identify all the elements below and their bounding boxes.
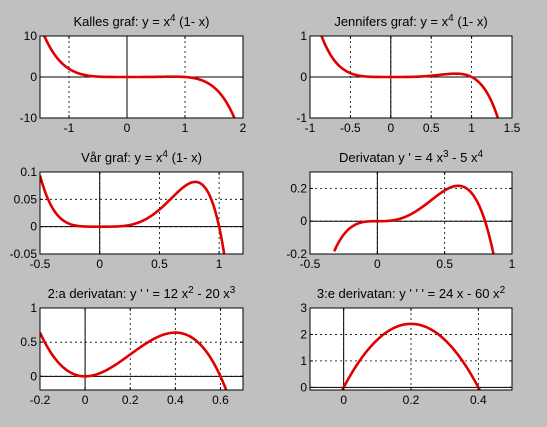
y-tick-label: 0 — [300, 380, 307, 394]
x-tick-label: 0 — [374, 257, 381, 271]
plot-area — [40, 308, 243, 390]
chart-2: -1 -0.5 0 0.5 1 1.5 -1 0 1 Jennifers graf: y = x4… — [296, 13, 520, 135]
series-line — [320, 36, 500, 118]
y-tick-label: 2 — [300, 327, 307, 341]
y-tick-label: 0 — [30, 220, 37, 234]
x-tick-label: 0 — [82, 393, 89, 407]
y-tick-label: 0.05 — [14, 192, 38, 206]
chart-title: Vår graf: y = x4 (1- x) — [81, 149, 202, 165]
x-tick-label: -0.5 — [30, 257, 51, 271]
plot-frame — [39, 171, 244, 255]
chart-title: Derivatan y ' = 4 x3 - 5 x4 — [339, 149, 483, 165]
series-line — [40, 175, 226, 254]
plot-frame — [309, 171, 513, 255]
y-tick-label: -1 — [296, 111, 307, 125]
x-tick-label: 0 — [96, 257, 103, 271]
x-tick-label: 0.4 — [167, 393, 184, 407]
y-tick-label: 3 — [300, 301, 307, 315]
plot-frame — [39, 307, 244, 391]
x-tick-label: 1 — [216, 257, 223, 271]
chart-5: -0.2 0 0.2 0.4 0.6 0 0.5 1 2:a derivatan: y ' ' … — [20, 285, 244, 407]
chart-6: 0 0.2 0.4 0 1 2 3 3:e derivatan: y ' ' ' = 24 x… — [300, 285, 513, 407]
y-tick-label: 1 — [30, 301, 37, 315]
x-tick-label: 0.2 — [403, 393, 420, 407]
plot-area — [40, 172, 243, 254]
chart-title: 3:e derivatan: y ' ' ' = 24 x - 60 x2 — [317, 285, 506, 301]
chart-title: Jennifers graf: y = x4 (1- x) — [334, 13, 487, 29]
y-tick-label: 0.2 — [290, 181, 307, 195]
x-tick-label: -0.5 — [300, 257, 321, 271]
y-tick-label: -0.05 — [10, 247, 38, 261]
x-tick-label: 0.5 — [436, 257, 453, 271]
series-line — [333, 184, 495, 254]
chart-3: -0.5 0 0.5 1 -0.05 0 0.05 0.1 Vår graf: y = x4 (… — [10, 149, 244, 271]
x-tick-label: 1 — [509, 257, 516, 271]
y-tick-label: 0.1 — [20, 165, 37, 179]
x-tick-label: 2 — [240, 121, 247, 135]
chart-4: -0.5 0 0.5 1 -0.2 0 0.2 Derivatan y ' = 4 x3 - … — [286, 149, 515, 271]
y-tick-label: 1 — [300, 29, 307, 43]
y-tick-label: -10 — [20, 111, 38, 125]
x-tick-label: 1 — [182, 121, 189, 135]
x-tick-label: 0 — [340, 393, 347, 407]
x-tick-label: -1 — [305, 121, 316, 135]
x-tick-label: 0 — [387, 121, 394, 135]
y-tick-label: 0 — [30, 369, 37, 383]
series-line — [341, 322, 481, 390]
x-tick-label: 1.5 — [504, 121, 521, 135]
y-tick-label: 0.5 — [20, 335, 37, 349]
y-tick-label: 10 — [24, 29, 38, 43]
y-tick-label: 0 — [300, 70, 307, 84]
x-tick-label: 0.5 — [151, 257, 168, 271]
chart-title: 2:a derivatan: y ' ' = 12 x2 - 20 x3 — [48, 285, 236, 301]
x-tick-label: -0.5 — [340, 121, 361, 135]
x-tick-label: -0.2 — [30, 393, 51, 407]
x-tick-label: 0.5 — [423, 121, 440, 135]
x-tick-label: 0.4 — [470, 393, 487, 407]
series-line — [40, 331, 228, 390]
x-tick-label: 1 — [468, 121, 475, 135]
x-tick-label: -1 — [64, 121, 75, 135]
series-line — [42, 36, 236, 118]
y-tick-label: 0 — [30, 70, 37, 84]
chart-title: Kalles graf: y = x4 (1- x) — [74, 13, 210, 29]
y-tick-label: -0.2 — [286, 247, 307, 261]
y-tick-label: 1 — [300, 354, 307, 368]
x-tick-label: 0.2 — [122, 393, 139, 407]
x-tick-label: 0.6 — [212, 393, 229, 407]
y-tick-label: 0 — [300, 214, 307, 228]
x-tick-label: 0 — [124, 121, 131, 135]
